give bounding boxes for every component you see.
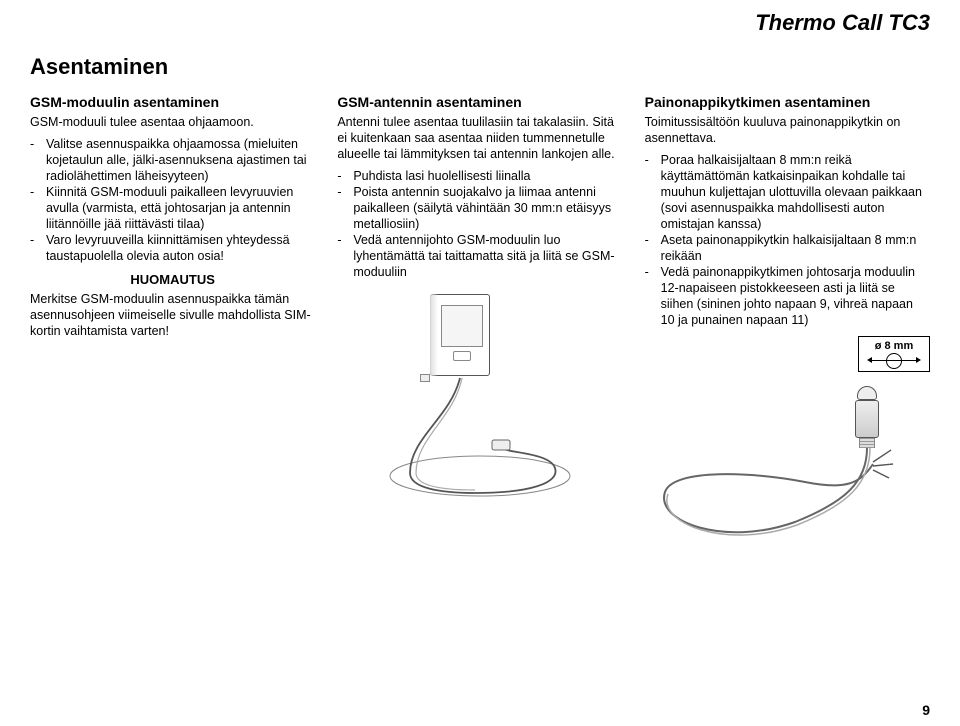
- list-text: Kiinnitä GSM-moduuli paikalleen levyruuv…: [46, 184, 315, 232]
- list-text: Varo levyruuveilla kiinnittämisen yhteyd…: [46, 232, 315, 264]
- dash-icon: -: [30, 136, 46, 184]
- circle-icon: [886, 353, 902, 369]
- diameter-label: ø 8 mm: [858, 336, 930, 372]
- list-text: Vedä painonappikytkimen johtosarja moduu…: [661, 264, 930, 328]
- antenna-wire-icon: [380, 288, 580, 508]
- notice-title: HUOMAUTUS: [30, 272, 315, 289]
- list-item: - Poista antennin suojakalvo ja liimaa a…: [337, 184, 622, 232]
- list-item: - Kiinnitä GSM-moduuli paikalleen levyru…: [30, 184, 315, 232]
- col1-intro: GSM-moduuli tulee asentaa ohjaamoon.: [30, 114, 315, 130]
- dash-icon: -: [645, 152, 661, 232]
- list-item: - Vedä painonappikytkimen johtosarja mod…: [645, 264, 930, 328]
- dash-icon: -: [645, 264, 661, 328]
- dash-icon: -: [337, 232, 353, 280]
- col3-list: - Poraa halkaisijaltaan 8 mm:n reikä käy…: [645, 152, 930, 328]
- col-gsm-antenna: GSM-antennin asentaminen Antenni tulee a…: [337, 94, 622, 587]
- col2-heading: GSM-antennin asentaminen: [337, 94, 622, 112]
- col-gsm-module: GSM-moduulin asentaminen GSM-moduuli tul…: [30, 94, 315, 587]
- list-text: Puhdista lasi huolellisesti liinalla: [353, 168, 622, 184]
- list-text: Poista antennin suojakalvo ja liimaa ant…: [353, 184, 622, 232]
- page-title: Asentaminen: [30, 54, 930, 80]
- diameter-text: ø 8 mm: [875, 340, 914, 352]
- dash-icon: -: [30, 184, 46, 232]
- list-text: Aseta painonappikytkin halkaisijaltaan 8…: [661, 232, 930, 264]
- arrow-left-icon: [867, 357, 872, 363]
- wire-bundle-icon: [645, 372, 905, 587]
- pushbutton-figure: [645, 372, 905, 587]
- list-text: Vedä antennijohto GSM-moduulin luo lyhen…: [353, 232, 622, 280]
- col1-heading: GSM-moduulin asentaminen: [30, 94, 315, 112]
- list-item: - Poraa halkaisijaltaan 8 mm:n reikä käy…: [645, 152, 930, 232]
- dash-icon: -: [337, 184, 353, 232]
- list-item: - Puhdista lasi huolellisesti liinalla: [337, 168, 622, 184]
- list-item: - Varo levyruuveilla kiinnittämisen yhte…: [30, 232, 315, 264]
- list-item: - Aseta painonappikytkin halkaisijaltaan…: [645, 232, 930, 264]
- list-item: - Vedä antennijohto GSM-moduulin luo lyh…: [337, 232, 622, 280]
- list-text: Poraa halkaisijaltaan 8 mm:n reikä käytt…: [661, 152, 930, 232]
- content-columns: GSM-moduulin asentaminen GSM-moduuli tul…: [30, 94, 930, 587]
- list-text: Valitse asennuspaikka ohjaamossa (mielui…: [46, 136, 315, 184]
- brand-title: Thermo Call TC3: [755, 10, 930, 36]
- col3-heading: Painonappikytkimen asentaminen: [645, 94, 930, 112]
- page-number: 9: [922, 702, 930, 718]
- col3-intro: Toimitussisältöön kuuluva painonappikytk…: [645, 114, 930, 146]
- dash-icon: -: [645, 232, 661, 264]
- col1-list: - Valitse asennuspaikka ohjaamossa (miel…: [30, 136, 315, 264]
- arrow-right-icon: [916, 357, 921, 363]
- col2-list: - Puhdista lasi huolellisesti liinalla -…: [337, 168, 622, 280]
- dim-line-icon: [871, 360, 917, 361]
- dash-icon: -: [30, 232, 46, 264]
- col-pushbutton: Painonappikytkimen asentaminen Toimituss…: [645, 94, 930, 587]
- list-item: - Valitse asennuspaikka ohjaamossa (miel…: [30, 136, 315, 184]
- notice-body: Merkitse GSM-moduulin asennuspaikka tämä…: [30, 291, 315, 339]
- col2-intro: Antenni tulee asentaa tuulilasiin tai ta…: [337, 114, 622, 162]
- gsm-module-figure: [380, 288, 580, 508]
- dash-icon: -: [337, 168, 353, 184]
